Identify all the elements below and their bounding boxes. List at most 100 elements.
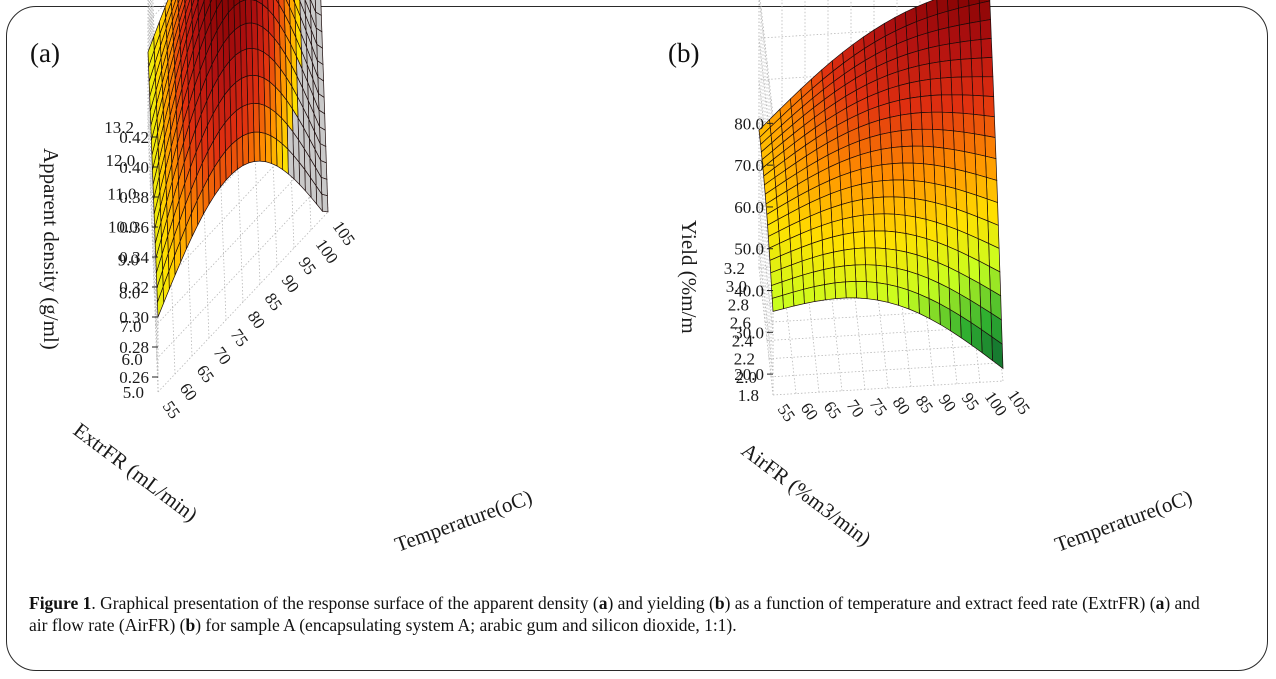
surface-patch xyxy=(968,2,981,24)
caption-figure-label: Figure 1 xyxy=(29,593,92,613)
surface-patch xyxy=(943,147,956,170)
surface-patch xyxy=(900,113,912,131)
surface-patch xyxy=(891,146,904,164)
y-tick-label: 2.2 xyxy=(734,350,755,369)
surface-patch xyxy=(242,132,250,167)
surface-patch xyxy=(951,94,964,114)
y-tick-label: 8.0 xyxy=(119,284,140,303)
surface-patch xyxy=(892,179,905,198)
x-tick-label: 90 xyxy=(935,391,960,416)
grid-line xyxy=(157,211,329,393)
x-tick-label: 55 xyxy=(159,397,184,422)
surface-patch xyxy=(842,232,855,251)
caption-text-1: a xyxy=(598,593,608,613)
surface-patch xyxy=(902,162,915,181)
surface-patch xyxy=(929,77,942,96)
surface-patch xyxy=(908,80,921,99)
surface-patch xyxy=(244,0,252,24)
surface-patch xyxy=(823,266,836,286)
surface-patch xyxy=(944,185,957,210)
surface-patch xyxy=(879,131,892,150)
surface-patch xyxy=(864,247,877,266)
surface-patch xyxy=(919,78,932,97)
surface-patch xyxy=(971,76,984,97)
surface-patch xyxy=(924,199,937,223)
surface-patch xyxy=(813,284,826,302)
surface-patch xyxy=(862,197,875,216)
surface-patch xyxy=(898,82,911,101)
surface-patch xyxy=(147,36,155,67)
surface-patch xyxy=(874,230,887,249)
surface-patch xyxy=(240,75,248,108)
surface-patch xyxy=(865,281,878,301)
surface-patch xyxy=(253,131,261,162)
surface-patch xyxy=(984,135,997,160)
surface-patch xyxy=(934,183,947,207)
caption-text-6: ) and air flow rate (AirFR) ( xyxy=(29,593,1200,635)
surface-patch xyxy=(812,269,825,288)
surface-patch xyxy=(861,181,874,200)
surface-patch xyxy=(970,39,983,59)
surface-patch xyxy=(230,109,238,146)
surface-patch xyxy=(235,77,243,112)
surface-patch xyxy=(310,0,317,13)
surface-patch xyxy=(246,74,254,105)
y-tick-label: 11.0 xyxy=(107,184,136,203)
surface-patch xyxy=(876,282,889,303)
surface-patch xyxy=(812,254,825,273)
surface-patch xyxy=(932,146,945,168)
surface-patch xyxy=(920,95,933,113)
surface-patch xyxy=(869,134,882,153)
surface-patch xyxy=(239,0,247,27)
surface-patch xyxy=(908,65,921,84)
x-tick-label: 65 xyxy=(193,361,218,386)
surface-patch xyxy=(978,0,991,22)
grid-line xyxy=(156,178,328,360)
z-tick-label: 0.28 xyxy=(119,338,149,357)
surface-patch xyxy=(891,162,904,181)
surface-patch xyxy=(251,47,259,77)
surface-patch xyxy=(900,129,913,147)
surface-patch xyxy=(964,151,977,175)
surface-patch xyxy=(304,0,311,14)
surface-patch xyxy=(920,111,933,130)
surface-patch xyxy=(953,149,966,172)
caption-text-3: b xyxy=(714,593,725,613)
surface-patch xyxy=(969,20,982,42)
surface-patch xyxy=(961,94,974,115)
surface-patch xyxy=(941,94,953,113)
y-axis-label: ExtrFR (mL/min) xyxy=(69,418,202,527)
surface-patch xyxy=(802,271,815,290)
surface-patch xyxy=(257,75,265,106)
surface-patch xyxy=(985,176,998,204)
surface-patch xyxy=(299,0,306,15)
y-tick-label: 2.6 xyxy=(730,313,751,332)
surface-patch xyxy=(246,47,254,77)
surface-patch xyxy=(960,58,973,78)
surface-patch xyxy=(234,50,242,84)
surface-patch xyxy=(904,214,917,237)
surface-patch xyxy=(911,128,924,147)
x-tick-label: 60 xyxy=(176,379,201,404)
surface-patch xyxy=(190,0,195,8)
surface-patch xyxy=(833,265,846,284)
surface-patch xyxy=(913,180,926,201)
surface-patch xyxy=(252,102,260,133)
surface-patch xyxy=(873,213,886,232)
figure-caption: Figure 1. Graphical presentation of the … xyxy=(29,592,1209,636)
z-tick-label: 0.32 xyxy=(119,278,149,297)
surface-patch xyxy=(859,151,872,170)
surface-patch xyxy=(912,145,924,165)
surface-patch xyxy=(973,133,986,157)
x-tick-label: 70 xyxy=(210,343,235,368)
caption-text-4: ) as a function of temperature and extra… xyxy=(724,593,1156,613)
surface-patch xyxy=(803,286,816,305)
surface-patch xyxy=(954,168,967,193)
surface-patch xyxy=(880,147,893,166)
surface-patch xyxy=(882,179,895,198)
surface-patch xyxy=(863,230,876,249)
surface-patch xyxy=(980,38,993,59)
surface-patch xyxy=(941,111,954,132)
surface-patch xyxy=(833,249,845,268)
surface-patch xyxy=(250,0,258,25)
